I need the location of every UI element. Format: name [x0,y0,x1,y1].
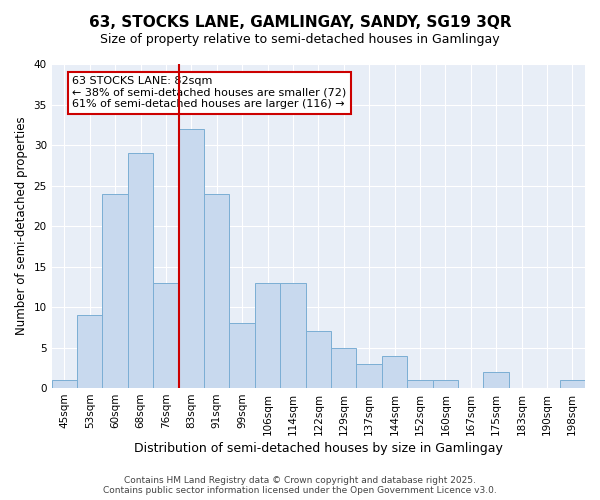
Bar [229,324,255,388]
Text: Size of property relative to semi-detached houses in Gamlingay: Size of property relative to semi-detach… [100,32,500,46]
Bar [356,364,382,388]
Bar [52,380,77,388]
Bar [331,348,356,388]
Bar [484,372,509,388]
Bar [433,380,458,388]
Bar [305,332,331,388]
Bar [407,380,433,388]
Bar [280,282,305,388]
Bar [179,129,204,388]
Bar [153,282,179,388]
Text: Contains HM Land Registry data © Crown copyright and database right 2025.
Contai: Contains HM Land Registry data © Crown c… [103,476,497,495]
Bar [103,194,128,388]
X-axis label: Distribution of semi-detached houses by size in Gamlingay: Distribution of semi-detached houses by … [134,442,503,455]
Bar [77,315,103,388]
Bar [204,194,229,388]
Bar [382,356,407,388]
Bar [560,380,585,388]
Text: 63 STOCKS LANE: 82sqm
← 38% of semi-detached houses are smaller (72)
61% of semi: 63 STOCKS LANE: 82sqm ← 38% of semi-deta… [72,76,346,110]
Y-axis label: Number of semi-detached properties: Number of semi-detached properties [15,116,28,336]
Bar [128,153,153,388]
Text: 63, STOCKS LANE, GAMLINGAY, SANDY, SG19 3QR: 63, STOCKS LANE, GAMLINGAY, SANDY, SG19 … [89,15,511,30]
Bar [255,282,280,388]
